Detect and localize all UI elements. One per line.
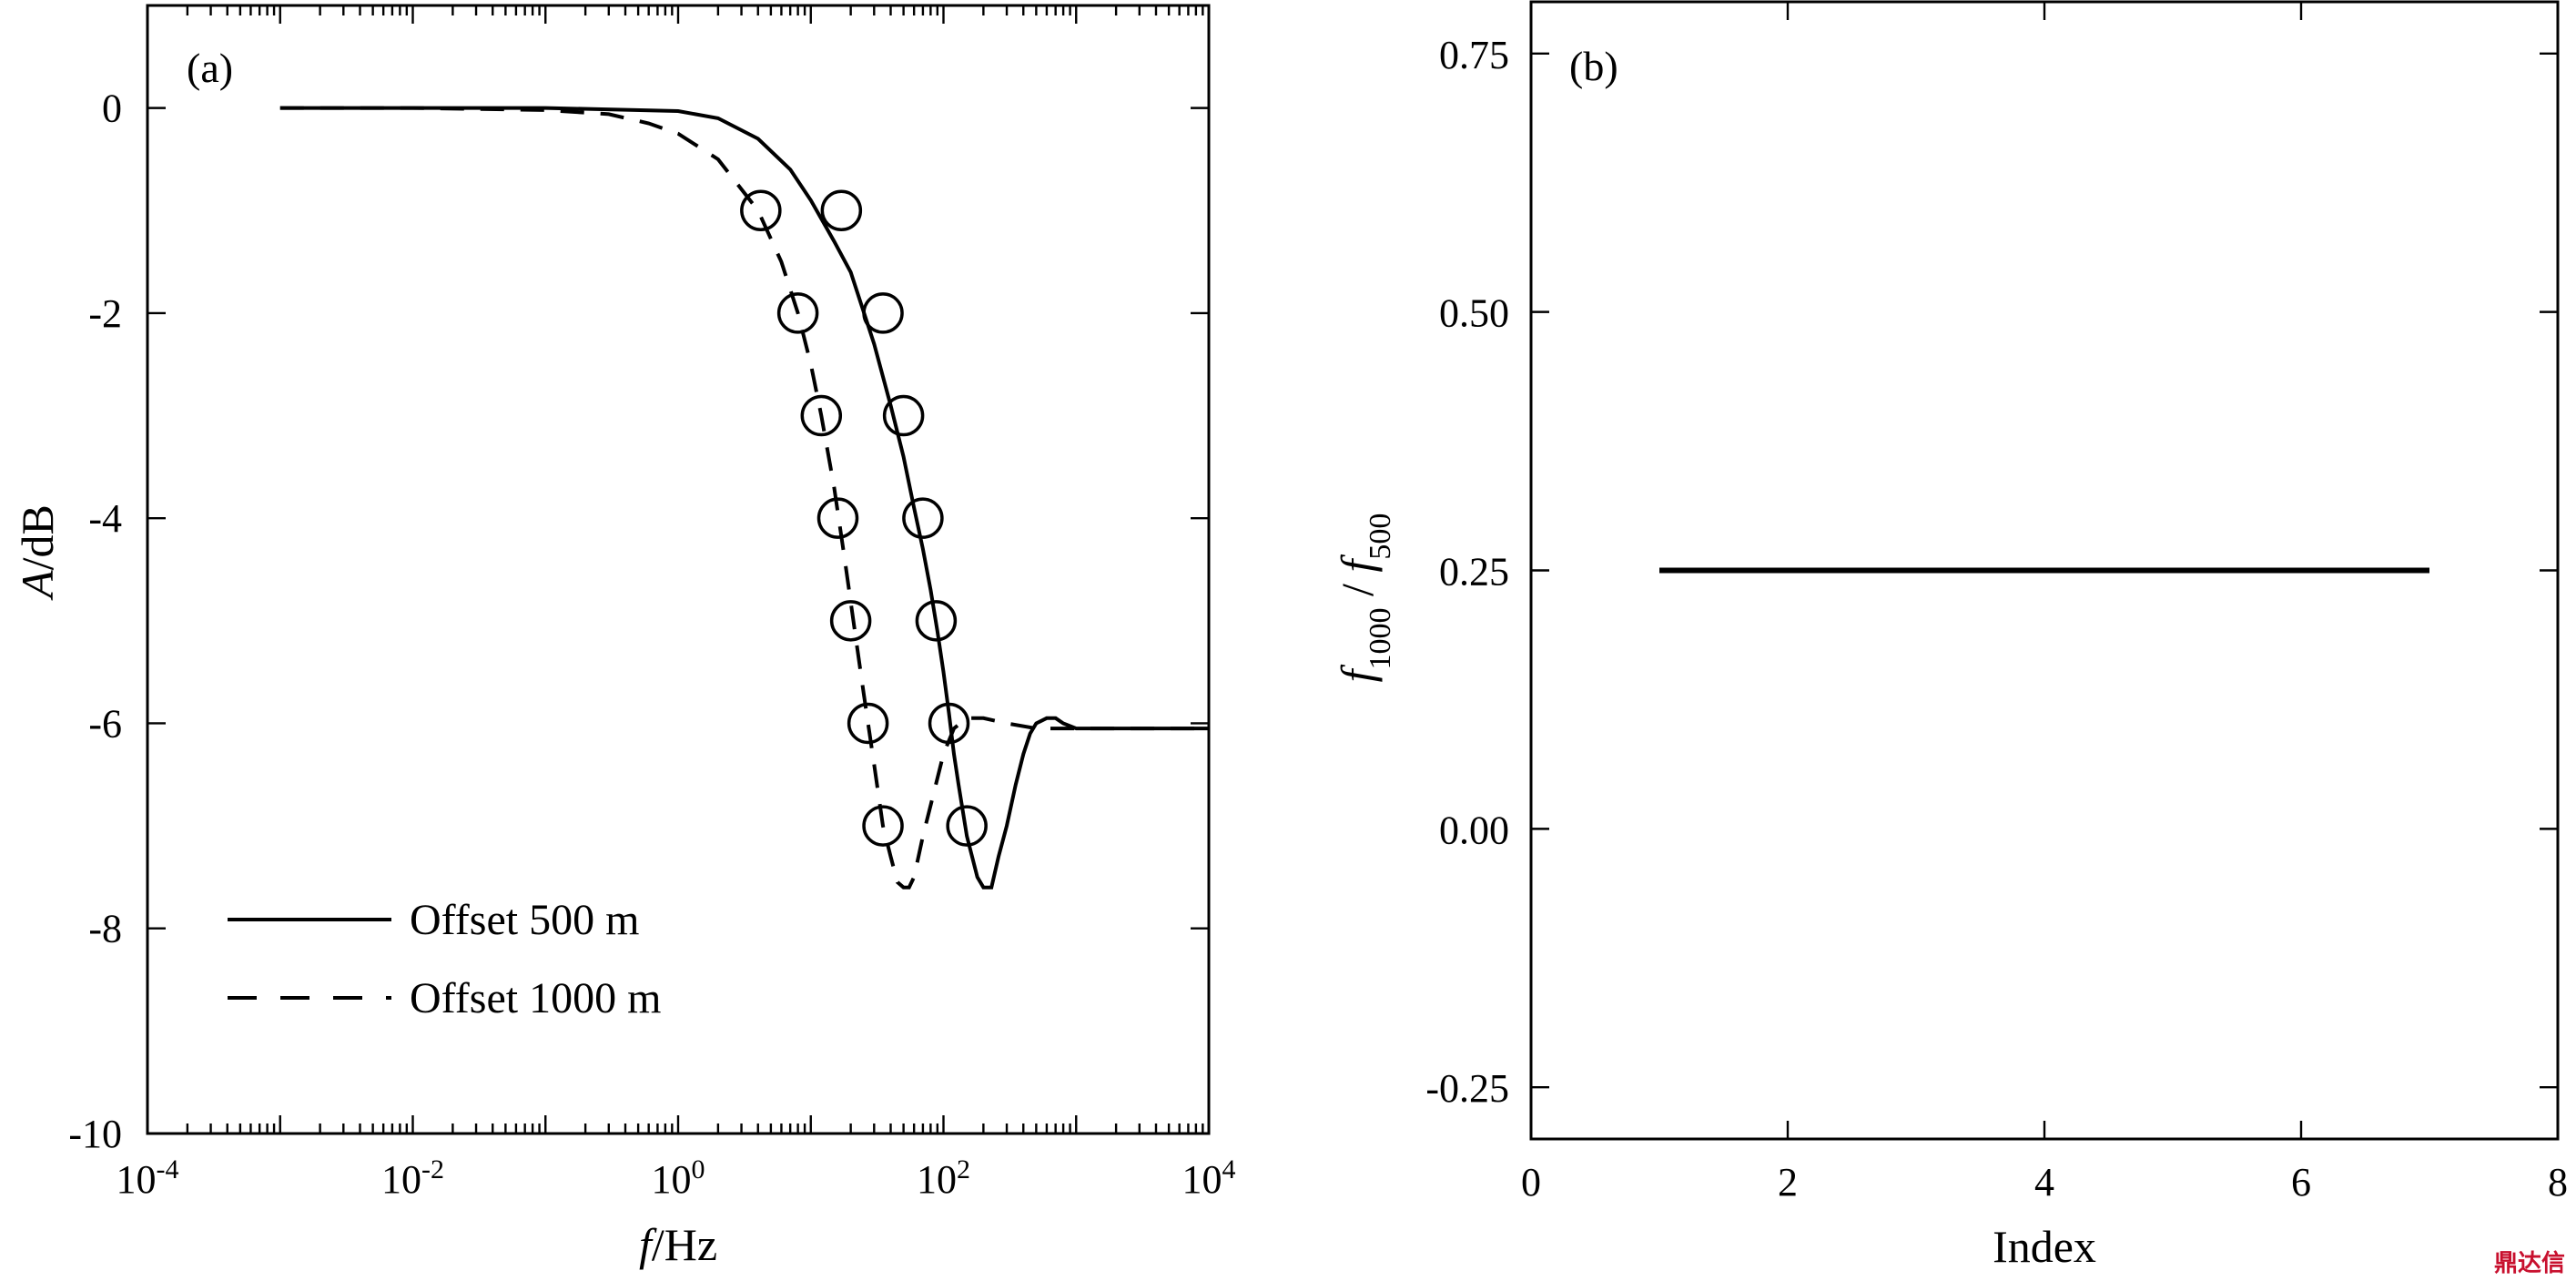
series-marker-2 bbox=[776, 292, 819, 334]
panel-label-b: (b) bbox=[1569, 43, 1618, 89]
series-marker-1 bbox=[862, 292, 904, 334]
series-marker-2 bbox=[800, 394, 843, 437]
y-tick-label: 0.00 bbox=[1439, 808, 1509, 852]
x-tick-label: 4 bbox=[2034, 1160, 2054, 1205]
x-tick-label: 104 bbox=[1182, 1154, 1236, 1203]
series-marker-2 bbox=[816, 497, 859, 539]
x-tick-label: 10-4 bbox=[117, 1154, 179, 1203]
y-tick-label: -8 bbox=[88, 907, 122, 951]
y-tick-label: -10 bbox=[68, 1112, 122, 1156]
y-axis-label: A/dB bbox=[12, 504, 63, 601]
panel-label-a: (a) bbox=[187, 45, 233, 91]
x-axis-label: Index bbox=[1993, 1221, 2096, 1272]
series-marker-1 bbox=[882, 394, 925, 437]
y-tick-label: -0.25 bbox=[1425, 1066, 1509, 1111]
watermark-text: 鼎达信 bbox=[2494, 1250, 2565, 1277]
y-axis-label: f1000 / f500 bbox=[1332, 513, 1397, 683]
plot-frame-a bbox=[146, 4, 1211, 1135]
series-marker-1 bbox=[946, 805, 988, 847]
series-marker-2 bbox=[829, 600, 872, 642]
series-marker-1 bbox=[902, 497, 944, 539]
y-tick-label: 0.75 bbox=[1439, 33, 1509, 77]
x-tick-label: 2 bbox=[1778, 1160, 1798, 1205]
series-marker-1 bbox=[820, 189, 863, 232]
x-tick-label: 0 bbox=[1521, 1160, 1541, 1205]
series-line-2 bbox=[279, 106, 1209, 890]
y-tick-label: -4 bbox=[88, 496, 122, 541]
x-tick-label: 8 bbox=[2548, 1160, 2568, 1205]
x-tick-label: 10-2 bbox=[381, 1154, 444, 1203]
x-axis-label: f/Hz bbox=[639, 1219, 717, 1270]
x-tick-label: 6 bbox=[2291, 1160, 2311, 1205]
y-tick-label: 0.50 bbox=[1439, 291, 1509, 336]
x-tick-label: 100 bbox=[652, 1154, 705, 1203]
y-tick-label: 0.25 bbox=[1439, 550, 1509, 595]
legend-label-2: Offset 1000 m bbox=[410, 974, 661, 1022]
chart-panel-b: 0 2 4 6 8 -0.25 0.00 0.25 0.50 0.75 Index f1000 / f… bbox=[1332, 0, 2568, 1272]
y-tick-label: 0 bbox=[102, 86, 122, 131]
legend-label-1: Offset 500 m bbox=[410, 896, 639, 944]
series-marker-2 bbox=[740, 189, 782, 232]
y-tick-label: -2 bbox=[88, 291, 122, 336]
series-marker-1 bbox=[915, 600, 958, 642]
x-tick-label: 102 bbox=[917, 1154, 970, 1203]
series-marker-2 bbox=[847, 702, 889, 745]
chart-panel-a: 10-4 10-2 100 102 104 0 -2 -4 -6 -8 -10 f/Hz A/dB (a)… bbox=[12, 4, 1236, 1270]
series-line-1 bbox=[279, 106, 1209, 890]
y-tick-label: -6 bbox=[88, 701, 122, 746]
series-marker-2 bbox=[862, 805, 904, 847]
